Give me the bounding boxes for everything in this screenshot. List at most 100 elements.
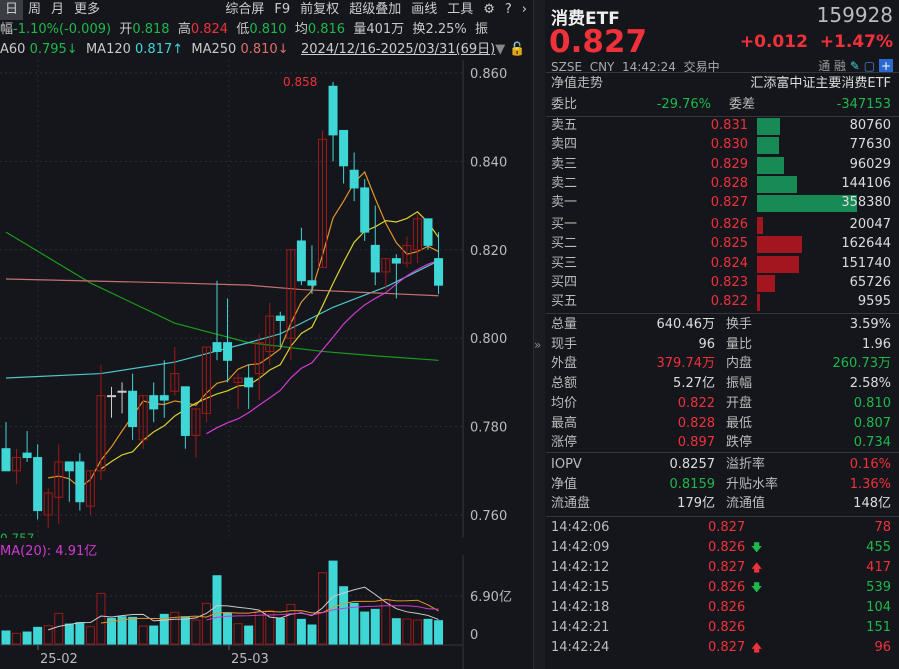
asks-level-row[interactable]: 卖三 0.829 96029 bbox=[551, 155, 891, 175]
stat-row: 外盘 379.74万 内盘 260.73万 bbox=[551, 354, 891, 374]
candle-body bbox=[412, 218, 422, 251]
candle-body bbox=[54, 461, 64, 498]
market-status: SZSE CNY 14:42:24 交易中 bbox=[551, 58, 720, 75]
chart-toolbar: 日 周 月 更多 综合屏 F9 前复权 超级叠加 画线 工具 ⚙ ? › bbox=[0, 0, 532, 20]
level-volume: 77630 bbox=[849, 137, 891, 153]
stat-label: 内盘 bbox=[726, 356, 753, 372]
volume-bar bbox=[138, 625, 148, 645]
volume-tick-label: 0 bbox=[470, 628, 478, 643]
dropdown-triangle-icon[interactable]: ▼ bbox=[495, 42, 506, 57]
level-label: 买二 bbox=[551, 236, 578, 252]
volume-bar bbox=[159, 613, 169, 645]
level-price: 0.827 bbox=[710, 195, 748, 211]
bids-level-row[interactable]: 买三 0.824 151740 bbox=[551, 254, 891, 274]
open-value: 0.818 bbox=[132, 22, 170, 37]
price-tick-label: 0.780 bbox=[470, 421, 507, 436]
asks-level-row[interactable]: 卖二 0.828 144106 bbox=[551, 174, 891, 194]
help-icon[interactable]: ? bbox=[504, 2, 512, 17]
trade-time: 14:42:12 bbox=[551, 560, 610, 575]
nav-trend-label[interactable]: 净值走势 bbox=[551, 76, 604, 91]
level-price: 0.829 bbox=[710, 156, 748, 172]
tab-month[interactable]: 月 bbox=[51, 2, 65, 17]
candle-body bbox=[128, 390, 138, 428]
f9-button[interactable]: F9 bbox=[274, 2, 291, 17]
tools-button[interactable]: 工具 bbox=[447, 2, 474, 17]
ma5-line bbox=[48, 170, 439, 489]
bids-level-row[interactable]: 买五 0.822 9595 bbox=[551, 292, 891, 312]
ma250-line bbox=[5, 278, 439, 297]
stat-value: 0.8159 bbox=[669, 476, 716, 492]
candle-body bbox=[117, 390, 127, 393]
date-tick-label: 25-03 bbox=[231, 652, 269, 667]
trade-time: 14:42:15 bbox=[551, 580, 610, 595]
price-info-bar: 幅-1.10%(-0.009) 开0.818 高0.824 低0.810 均0.… bbox=[0, 20, 488, 40]
stat-value: 0.8257 bbox=[669, 457, 716, 472]
stat-label: 量比 bbox=[726, 336, 753, 352]
stat-value: 3.59% bbox=[849, 317, 891, 332]
stat-row: 净值 0.8159 升贴水率 1.36% bbox=[551, 475, 891, 495]
bids-level-row[interactable]: 买二 0.825 162644 bbox=[551, 234, 891, 254]
chevron-right-icon[interactable]: › bbox=[521, 2, 527, 17]
add-icon[interactable]: + bbox=[878, 59, 893, 73]
nav-trend-row[interactable]: 净值走势 汇添富中证主要消费ETF bbox=[551, 74, 891, 94]
bell-icon[interactable]: ▢ bbox=[863, 59, 876, 73]
volume-bar bbox=[423, 618, 433, 645]
trade-volume: 417 bbox=[866, 560, 891, 575]
level-price: 0.830 bbox=[710, 137, 748, 153]
pencil-icon[interactable]: ✎ bbox=[849, 59, 860, 73]
stat-label: 总量 bbox=[551, 317, 578, 332]
volume-bar bbox=[370, 608, 380, 645]
overlay-button[interactable]: 超级叠加 bbox=[349, 2, 402, 17]
asks-level-row[interactable]: 卖一 0.827 358380 bbox=[551, 193, 891, 213]
volume-bar bbox=[212, 575, 222, 645]
stat-label: 现手 bbox=[551, 336, 578, 352]
asks-level-row[interactable]: 卖五 0.831 80760 bbox=[551, 116, 891, 136]
candle-body bbox=[286, 249, 296, 339]
volume-bar bbox=[180, 616, 190, 645]
low-label: 低 bbox=[236, 22, 250, 37]
volume-bar bbox=[391, 618, 401, 645]
level-price: 0.825 bbox=[710, 236, 748, 252]
panel-divider[interactable] bbox=[533, 0, 545, 669]
composite-screen-button[interactable]: 综合屏 bbox=[225, 2, 265, 17]
gear-icon[interactable]: ⚙ bbox=[483, 2, 495, 17]
stat-value: 260.73万 bbox=[832, 356, 892, 372]
bids-level-row[interactable]: 买四 0.823 65726 bbox=[551, 273, 891, 293]
tab-day[interactable]: 日 bbox=[0, 0, 24, 20]
volume-bar bbox=[412, 619, 422, 645]
lock-icon[interactable]: 🔓 bbox=[509, 42, 526, 57]
volume-ma-line bbox=[206, 605, 439, 621]
date-range-selector[interactable]: 2024/12/16-2025/03/31(69日) bbox=[301, 42, 496, 57]
volume-bar bbox=[381, 599, 391, 645]
bids-level-row[interactable]: 买一 0.826 20047 bbox=[551, 215, 891, 235]
stat-value: 0.897 bbox=[677, 435, 715, 451]
candle-body bbox=[212, 342, 222, 352]
tab-more[interactable]: 更多 bbox=[74, 2, 101, 17]
rong-badge: 融 bbox=[834, 59, 847, 73]
ratio-value: -29.76% bbox=[656, 97, 711, 112]
trade-price: 0.827 bbox=[708, 640, 746, 655]
tab-week[interactable]: 周 bbox=[28, 2, 42, 17]
volume-bar bbox=[349, 602, 359, 645]
stat-value: 96 bbox=[698, 336, 715, 352]
level-label: 买五 bbox=[551, 294, 578, 310]
draw-line-button[interactable]: 画线 bbox=[411, 2, 438, 17]
candlestick-chart[interactable]: 0.860 0.840 0.820 0.800 0.780 0.760 0.858 0.757 bbox=[0, 60, 533, 538]
stat-label: IOPV bbox=[551, 457, 582, 472]
candle-body bbox=[159, 395, 169, 401]
candle-body bbox=[370, 244, 380, 273]
trade-row: 14:42:12 0.827 🡅 417 bbox=[551, 558, 891, 578]
stat-label: 净值 bbox=[551, 476, 578, 492]
trade-volume: 96 bbox=[874, 640, 891, 655]
level-label: 卖二 bbox=[551, 175, 578, 191]
stat-value: 2.58% bbox=[849, 376, 891, 392]
collapse-panel-icon[interactable]: » bbox=[534, 338, 542, 352]
trading-status: 交易中 bbox=[683, 60, 720, 74]
forward-adjust-button[interactable]: 前复权 bbox=[300, 2, 340, 17]
asks-level-row[interactable]: 卖四 0.830 77630 bbox=[551, 135, 891, 155]
price-tick-label: 0.840 bbox=[470, 155, 507, 170]
trade-volume: 151 bbox=[866, 620, 891, 635]
volume-chart[interactable]: 6.90亿 0 25-02 25-03 bbox=[0, 555, 533, 669]
amp-label: 振 bbox=[475, 22, 489, 37]
candle-body bbox=[360, 187, 370, 233]
